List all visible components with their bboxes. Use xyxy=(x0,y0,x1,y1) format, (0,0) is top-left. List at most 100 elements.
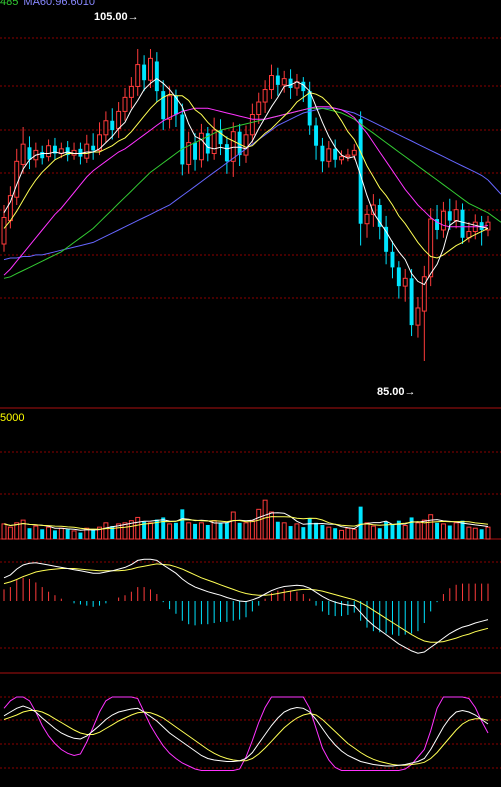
volume-bar-2 xyxy=(14,522,20,540)
candle-body-61 xyxy=(390,251,395,268)
macd-dif-line xyxy=(3,558,489,654)
volume-bar-72 xyxy=(460,520,465,539)
volume-bar-27 xyxy=(173,522,178,539)
volume-bar-19 xyxy=(122,522,128,540)
volume-bar-48 xyxy=(307,518,312,539)
candle-body-57 xyxy=(364,213,370,225)
volume-bar-64 xyxy=(409,517,414,539)
volume-bar-58 xyxy=(370,525,376,540)
volume-bar-70 xyxy=(447,525,452,539)
candle-body-2 xyxy=(14,160,20,198)
volume-bar-15 xyxy=(97,526,103,540)
volume-bar-47 xyxy=(301,527,306,539)
volume-bar-56 xyxy=(358,506,363,539)
volume-bar-38 xyxy=(243,522,249,540)
candle-body-56 xyxy=(358,119,363,224)
volume-bar-71 xyxy=(453,522,459,540)
volume-legend: 5000 xyxy=(0,412,25,424)
candle-body-41 xyxy=(262,89,268,103)
candle-body-38 xyxy=(243,134,249,156)
candle-body-68 xyxy=(435,219,440,230)
candle-body-39 xyxy=(249,114,255,136)
volume-bar-39 xyxy=(249,520,255,540)
candle-body-4 xyxy=(27,147,32,160)
volume-bar-60 xyxy=(384,521,389,539)
ma10-line xyxy=(3,92,489,259)
high-price-label: 105.00→ xyxy=(94,11,139,23)
volume-bar-8 xyxy=(52,530,57,539)
kdj-k-line xyxy=(3,705,489,767)
candle-body-0 xyxy=(1,216,7,245)
volume-bar-68 xyxy=(435,522,440,539)
candle-body-44 xyxy=(281,78,287,86)
candle-body-26 xyxy=(167,95,173,120)
candle-body-69 xyxy=(440,210,446,231)
candle-body-21 xyxy=(135,64,141,87)
ma5-line xyxy=(3,77,489,286)
volume-bar-1 xyxy=(7,526,13,540)
candle-body-71 xyxy=(453,209,459,222)
volume-bar-67 xyxy=(428,514,434,540)
candle-body-33 xyxy=(211,129,217,155)
candle-body-54 xyxy=(345,154,351,158)
volume-bar-69 xyxy=(440,523,446,540)
volume-bar-62 xyxy=(396,520,401,539)
volume-bar-75 xyxy=(479,529,484,539)
volume-bar-10 xyxy=(65,529,70,539)
candle-body-47 xyxy=(301,81,306,92)
candle-body-12 xyxy=(78,148,83,157)
candle-body-64 xyxy=(409,278,414,326)
candle-body-55 xyxy=(351,149,357,156)
volume-bar-32 xyxy=(205,524,210,539)
candle-body-7 xyxy=(46,145,52,158)
volume-bar-26 xyxy=(167,523,173,540)
volume-bar-29 xyxy=(186,522,192,540)
candle-body-53 xyxy=(339,156,345,161)
candle-body-63 xyxy=(402,277,408,287)
ma30-line-tail xyxy=(487,212,501,223)
candle-body-30 xyxy=(193,142,198,160)
volume-bar-31 xyxy=(198,522,204,540)
volume-bar-74 xyxy=(472,527,478,540)
candle-body-15 xyxy=(97,134,103,151)
volume-bar-44 xyxy=(281,522,287,540)
volume-bar-40 xyxy=(256,508,262,540)
candle-body-58 xyxy=(370,204,376,215)
volume-bar-24 xyxy=(154,519,159,539)
volume-bar-28 xyxy=(180,509,185,539)
candle-body-50 xyxy=(320,145,325,162)
volume-bar-55 xyxy=(351,528,357,540)
volume-bar-13 xyxy=(84,527,90,540)
candle-body-20 xyxy=(128,85,134,98)
candle-body-22 xyxy=(142,64,147,81)
volume-bar-53 xyxy=(339,529,345,540)
candle-body-75 xyxy=(479,222,484,230)
candle-body-36 xyxy=(230,131,236,162)
volume-ma10-line xyxy=(3,516,489,530)
volume-bar-11 xyxy=(71,530,77,540)
volume-bar-4 xyxy=(27,528,32,539)
volume-bar-76 xyxy=(485,526,491,540)
candle-body-37 xyxy=(237,131,242,156)
candle-body-65 xyxy=(415,307,421,326)
volume-bar-20 xyxy=(128,520,134,540)
candle-body-49 xyxy=(314,125,319,146)
volume-bar-46 xyxy=(294,523,300,540)
candle-body-67 xyxy=(428,218,434,278)
volume-bar-63 xyxy=(402,525,408,540)
volume-bar-25 xyxy=(161,517,166,539)
volume-bar-51 xyxy=(326,526,332,540)
volume-bar-34 xyxy=(218,522,223,539)
volume-bar-73 xyxy=(466,526,472,540)
volume-bar-42 xyxy=(268,511,274,540)
candle-body-25 xyxy=(161,91,166,120)
low-price-label: 85.00→ xyxy=(377,386,416,398)
candle-body-51 xyxy=(326,148,332,162)
candle-body-72 xyxy=(460,209,465,238)
volume-bar-35 xyxy=(224,522,229,539)
candle-body-43 xyxy=(275,75,280,85)
volume-bar-16 xyxy=(103,522,109,540)
volume-bar-37 xyxy=(237,522,242,539)
